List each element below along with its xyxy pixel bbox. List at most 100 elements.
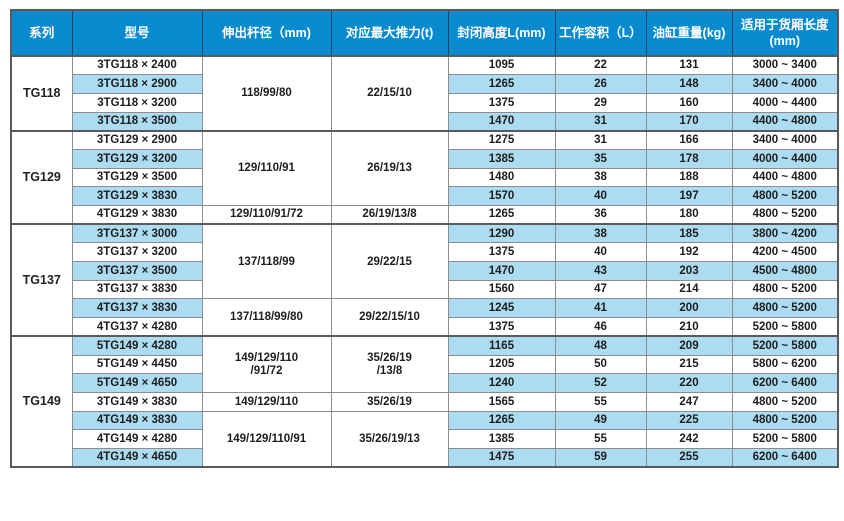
box-length-cell: 5200 ~ 5800 bbox=[731, 317, 839, 337]
closed-height-cell: 1265 bbox=[447, 410, 556, 431]
cylinder-weight-cell: 180 bbox=[645, 205, 733, 225]
rod-diameter-cell: 118/99/80 bbox=[201, 55, 332, 132]
model-cell: 3TG137 × 3500 bbox=[71, 261, 203, 281]
working-volume-cell: 47 bbox=[554, 279, 647, 300]
rod-diameter-cell: 149/129/110 /91/72 bbox=[201, 335, 332, 393]
model-cell: 3TG149 × 3830 bbox=[71, 391, 203, 412]
cylinder-spec-sheet: 系列 型号 伸出杆径（mm) 对应最大推力(t) 封闭高度L(mm) 工作容积（L） 油缸重… bbox=[10, 9, 839, 469]
column-header-rod-diameter: 伸出杆径（mm) bbox=[201, 9, 332, 57]
spec-row: TG129 3TG129 × 2900 129/110/91 26/19/13 1275… bbox=[10, 129, 839, 225]
model-cell: 3TG118 × 2400 bbox=[71, 55, 203, 76]
working-volume-cell: 31 bbox=[554, 129, 647, 150]
closed-height-cell: 1470 bbox=[447, 261, 556, 281]
cylinder-weight-cell: 203 bbox=[645, 261, 733, 281]
box-length-cell: 4400 ~ 4800 bbox=[731, 111, 839, 132]
spec-row: TG137 3TG137 × 3000 137/118/99 29/22/15 1290… bbox=[10, 223, 839, 337]
rod-diameter-cell: 129/110/91/72 bbox=[201, 205, 332, 225]
model-cell: 4TG149 × 3830 bbox=[71, 410, 203, 431]
spec-row: 4TG149 × 3830 149/129/110/91 35/26/19/13 12… bbox=[11, 410, 839, 468]
cylinder-weight-cell: 220 bbox=[645, 373, 733, 393]
cylinder-spec-table: 系列 型号 伸出杆径（mm) 对应最大推力(t) 封闭高度L(mm) 工作容积（L） 油缸重… bbox=[10, 9, 839, 469]
closed-height-cell: 1240 bbox=[447, 373, 556, 393]
series-cell: TG137 bbox=[10, 223, 73, 337]
model-cell: 3TG118 × 2900 bbox=[71, 74, 203, 94]
spec-row: 5TG149 × 4450 1205 50 215 5800 ~ 6200 bbox=[11, 354, 839, 375]
closed-height-cell: 1265 bbox=[447, 74, 556, 94]
model-cell: 3TG129 × 3500 bbox=[71, 167, 203, 188]
box-length-cell: 3000 ~ 3400 bbox=[731, 55, 839, 76]
box-length-cell: 4400 ~ 4800 bbox=[731, 167, 839, 188]
box-length-cell: 4800 ~ 5200 bbox=[731, 186, 839, 206]
max-thrust-cell: 22/15/10 bbox=[330, 55, 449, 132]
max-thrust-cell: 35/26/19/13 bbox=[330, 410, 449, 468]
spec-row: 4TG149 × 4650 1475 59 255 6200 ~ 6400 bbox=[11, 447, 839, 468]
max-thrust-cell: 35/26/19 /13/8 bbox=[330, 335, 449, 393]
closed-height-cell: 1480 bbox=[447, 167, 556, 188]
cylinder-weight-cell: 225 bbox=[645, 410, 733, 431]
cylinder-weight-cell: 166 bbox=[645, 129, 733, 150]
spec-row: TG149 5TG149 × 4280 149/129/110 /91/72 35/2… bbox=[10, 335, 839, 468]
working-volume-cell: 36 bbox=[554, 205, 647, 225]
model-cell: 4TG137 × 4280 bbox=[71, 317, 203, 337]
model-cell: 4TG129 × 3830 bbox=[71, 205, 203, 225]
cylinder-weight-cell: 210 bbox=[645, 317, 733, 337]
closed-height-cell: 1375 bbox=[447, 317, 556, 337]
cylinder-weight-cell: 188 bbox=[645, 167, 733, 188]
model-cell: 5TG149 × 4280 bbox=[71, 335, 203, 356]
box-length-cell: 4800 ~ 5200 bbox=[731, 205, 839, 225]
max-thrust-cell: 29/22/15/10 bbox=[330, 298, 449, 337]
closed-height-cell: 1385 bbox=[447, 429, 556, 449]
cylinder-weight-cell: 170 bbox=[645, 111, 733, 132]
closed-height-cell: 1205 bbox=[447, 354, 556, 375]
model-cell: 3TG137 × 3830 bbox=[71, 279, 203, 300]
rod-diameter-cell: 149/129/110/91 bbox=[201, 410, 332, 468]
cylinder-weight-cell: 131 bbox=[645, 55, 733, 76]
spec-row: 5TG149 × 4650 1240 52 220 6200 ~ 6400 bbox=[11, 373, 839, 393]
spec-row: 3TG137 × 3500 1470 43 203 4500 ~ 4800 bbox=[11, 261, 839, 281]
working-volume-cell: 41 bbox=[554, 298, 647, 319]
spec-row: 4TG137 × 3830 137/118/99/80 29/22/15/10 124… bbox=[11, 298, 839, 337]
box-length-cell: 4000 ~ 4400 bbox=[731, 92, 839, 113]
box-length-cell: 6200 ~ 6400 bbox=[731, 373, 839, 393]
box-length-cell: 5800 ~ 6200 bbox=[731, 354, 839, 375]
cylinder-weight-cell: 148 bbox=[645, 74, 733, 94]
cylinder-weight-cell: 200 bbox=[645, 298, 733, 319]
closed-height-cell: 1095 bbox=[447, 55, 556, 76]
closed-height-cell: 1265 bbox=[447, 205, 556, 225]
closed-height-cell: 1375 bbox=[447, 92, 556, 113]
closed-height-cell: 1560 bbox=[447, 279, 556, 300]
spec-row: 4TG129 × 3830 129/110/91/72 26/19/13/8 1265… bbox=[11, 205, 839, 225]
working-volume-cell: 55 bbox=[554, 429, 647, 449]
cylinder-weight-cell: 247 bbox=[645, 391, 733, 412]
column-header-series: 系列 bbox=[10, 9, 73, 57]
cylinder-weight-cell: 178 bbox=[645, 148, 733, 169]
spec-table-body: TG118 3TG118 × 2400 118/99/80 22/15/10 1095 2… bbox=[10, 55, 839, 468]
working-volume-cell: 35 bbox=[554, 148, 647, 169]
closed-height-cell: 1570 bbox=[447, 186, 556, 206]
closed-height-cell: 1475 bbox=[447, 447, 556, 468]
model-cell: 4TG149 × 4650 bbox=[71, 447, 203, 468]
model-cell: 5TG149 × 4450 bbox=[71, 354, 203, 375]
closed-height-cell: 1290 bbox=[447, 223, 556, 244]
box-length-cell: 6200 ~ 6400 bbox=[731, 447, 839, 468]
working-volume-cell: 59 bbox=[554, 447, 647, 468]
closed-height-cell: 1275 bbox=[447, 129, 556, 150]
series-cell: TG118 bbox=[10, 55, 73, 132]
working-volume-cell: 22 bbox=[554, 55, 647, 76]
closed-height-cell: 1245 bbox=[447, 298, 556, 319]
model-cell: 3TG137 × 3200 bbox=[71, 242, 203, 263]
cylinder-weight-cell: 192 bbox=[645, 242, 733, 263]
column-header-model: 型号 bbox=[71, 9, 203, 57]
model-cell: 3TG118 × 3500 bbox=[71, 111, 203, 132]
spec-row: 3TG129 × 3830 1570 40 197 4800 ~ 5200 bbox=[11, 186, 839, 206]
series-cell: TG149 bbox=[10, 335, 73, 468]
max-thrust-cell: 26/19/13/8 bbox=[330, 205, 449, 225]
cylinder-weight-cell: 242 bbox=[645, 429, 733, 449]
spec-table-header: 系列 型号 伸出杆径（mm) 对应最大推力(t) 封闭高度L(mm) 工作容积（L） 油缸重… bbox=[10, 9, 839, 57]
cylinder-weight-cell: 160 bbox=[645, 92, 733, 113]
working-volume-cell: 38 bbox=[554, 223, 647, 244]
model-cell: 4TG137 × 3830 bbox=[71, 298, 203, 319]
closed-height-cell: 1165 bbox=[447, 335, 556, 356]
working-volume-cell: 43 bbox=[554, 261, 647, 281]
model-cell: 3TG129 × 3200 bbox=[71, 148, 203, 169]
